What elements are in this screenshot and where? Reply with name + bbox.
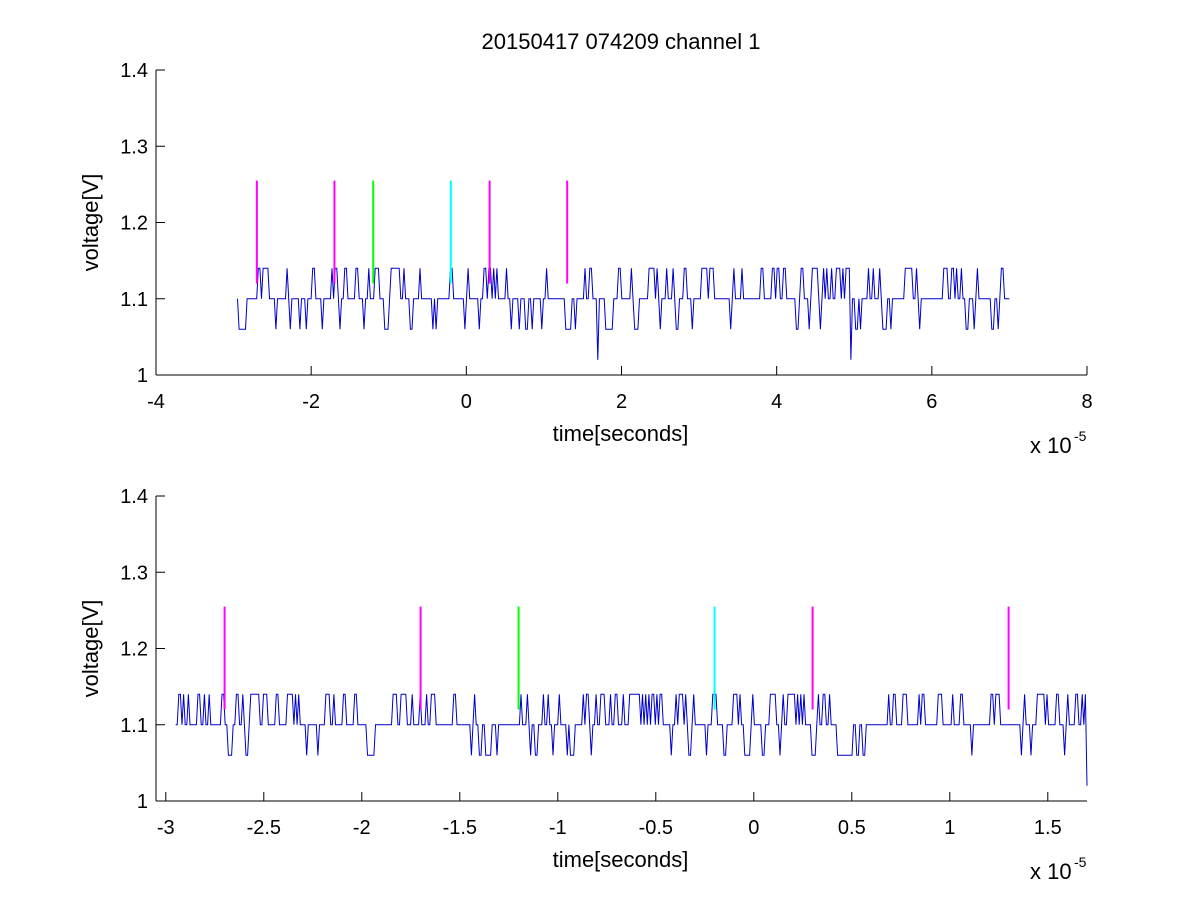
x-exponent-label: x 10 [1030, 859, 1072, 884]
y-tick-label: 1.3 [120, 562, 148, 584]
voltage-trace [175, 693, 1088, 786]
y-tick-label: 1.1 [120, 715, 148, 737]
x-tick-label: 6 [926, 391, 937, 413]
x-tick-label: 8 [1081, 391, 1092, 413]
y-tick-label: 1 [137, 791, 148, 813]
x-exponent-label: x 10 [1030, 433, 1072, 458]
x-tick-label: -2.5 [247, 817, 281, 839]
y-tick-label: 1.2 [120, 213, 148, 235]
y-tick-label: 1 [137, 365, 148, 387]
figure-title: 20150417 074209 channel 1 [482, 29, 761, 54]
x-axis-label: time[seconds] [553, 847, 689, 872]
x-tick-label: 1.5 [1034, 817, 1062, 839]
x-tick-label: 2 [616, 391, 627, 413]
x-tick-label: -2 [353, 817, 371, 839]
x-tick-label: -1 [549, 817, 567, 839]
y-tick-label: 1.4 [120, 486, 148, 508]
x-tick-label: 0.5 [838, 817, 866, 839]
x-exponent-value: -5 [1074, 854, 1087, 870]
x-tick-label: -3 [157, 817, 175, 839]
x-tick-label: -1.5 [443, 817, 477, 839]
y-tick-label: 1.3 [120, 136, 148, 158]
x-tick-label: -2 [302, 391, 320, 413]
x-tick-label: 0 [461, 391, 472, 413]
x-tick-label: 0 [748, 817, 759, 839]
bottom-axes: -3 -2.5 -2 -1.5 -1 -0.5 0 0.5 1 1.5 1 1.1 1.2 1.3 1.4 t… [78, 486, 1088, 884]
top-axes: -4 -2 0 2 4 6 8 1 1.1 1.2 1.3 1.4 time[seconds] volta… [78, 60, 1093, 458]
x-tick-label: -4 [147, 391, 165, 413]
voltage-trace [237, 267, 1010, 360]
x-tick-label: 4 [771, 391, 782, 413]
x-axis-label: time[seconds] [553, 421, 689, 446]
x-tick-label: 1 [944, 817, 955, 839]
y-tick-label: 1.2 [120, 639, 148, 661]
x-tick-label: -0.5 [639, 817, 673, 839]
y-axis-label: voltage[V] [78, 600, 103, 698]
y-tick-label: 1.1 [120, 289, 148, 311]
y-tick-label: 1.4 [120, 60, 148, 82]
x-exponent-value: -5 [1074, 428, 1087, 444]
y-axis-label: voltage[V] [78, 174, 103, 272]
